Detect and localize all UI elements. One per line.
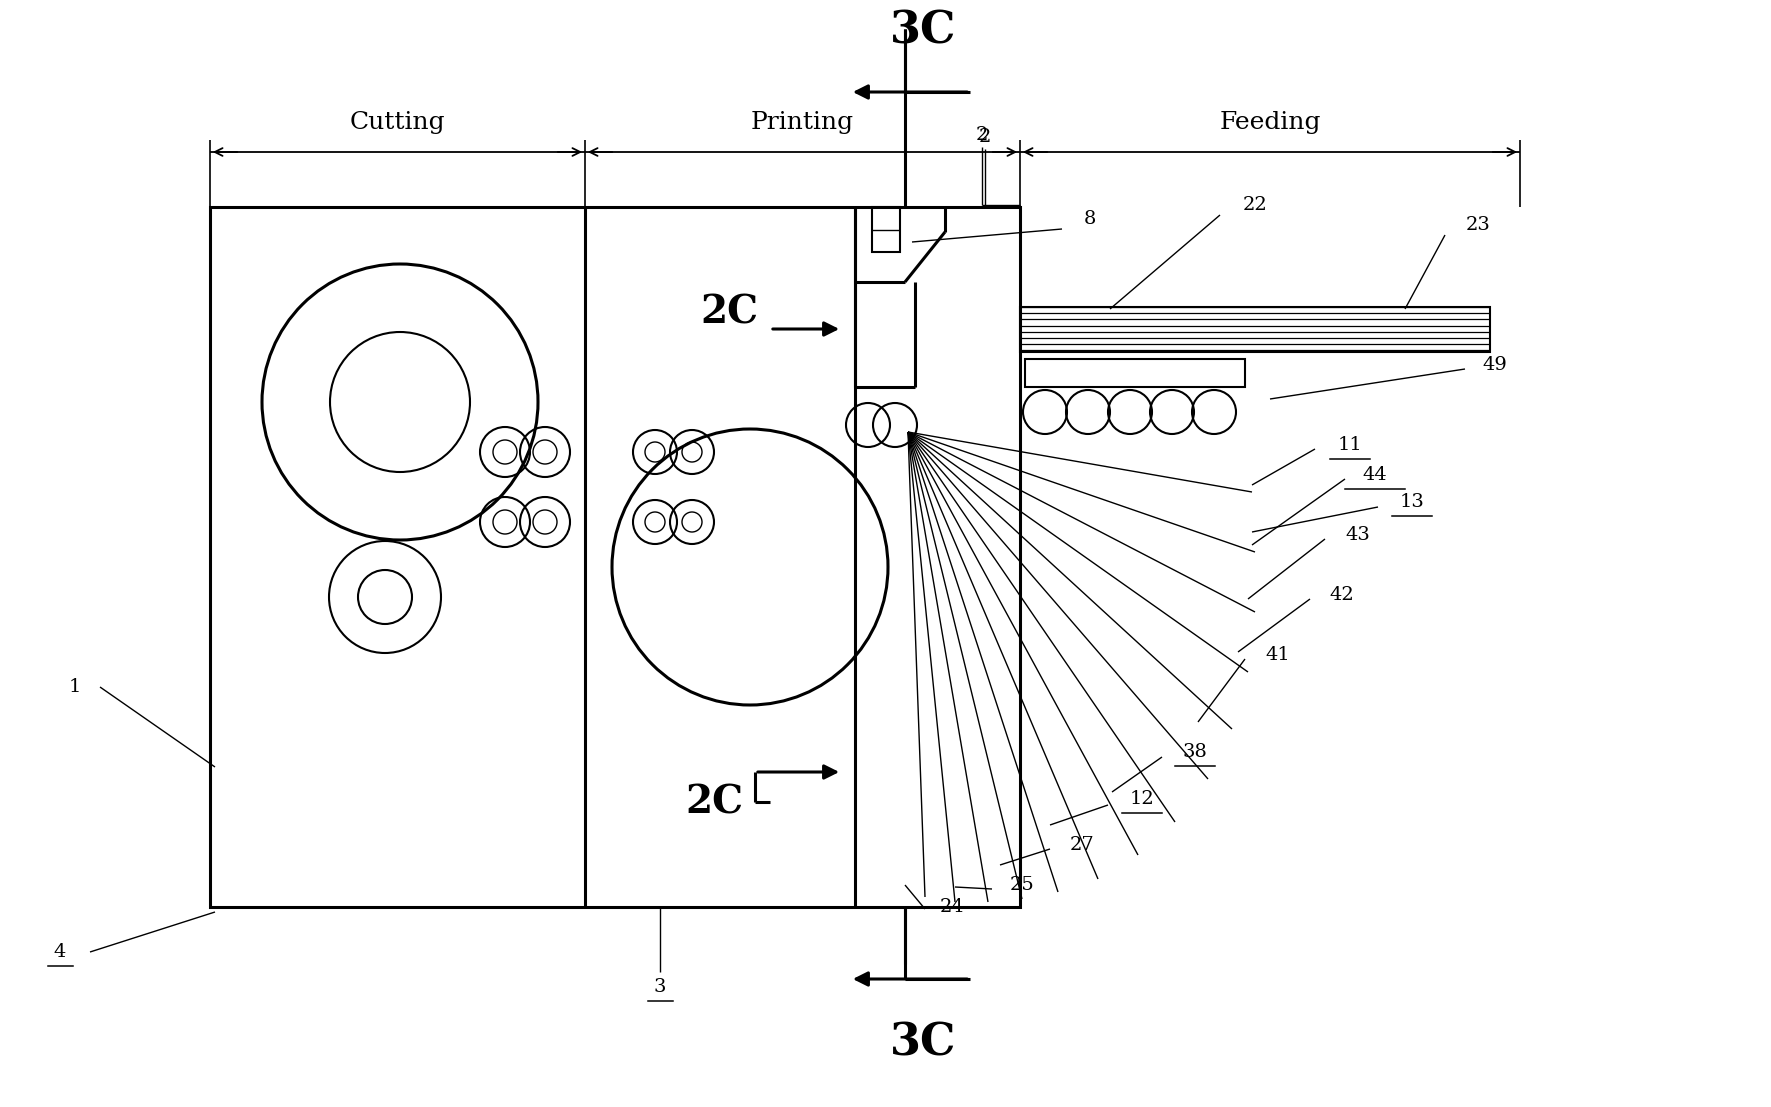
Text: 2: 2 [976,126,988,144]
Text: 3C: 3C [889,9,956,52]
Text: 24: 24 [940,898,965,915]
Text: 43: 43 [1346,526,1371,544]
Text: 12: 12 [1130,790,1155,808]
Bar [1020,307,1489,352]
Bar [871,207,900,252]
Bar [211,207,1020,907]
Text: Cutting: Cutting [349,111,445,134]
Text: 44: 44 [1362,466,1387,484]
Text: 2C: 2C [700,293,758,331]
Text: 2: 2 [979,128,992,146]
Text: 2C: 2C [685,783,744,821]
Text: 23: 23 [1466,216,1491,234]
Text: 1: 1 [69,677,81,696]
Text: 49: 49 [1482,356,1507,374]
Text: 11: 11 [1337,436,1362,454]
Text: 38: 38 [1183,743,1208,761]
Text: 22: 22 [1243,196,1268,214]
Text: 4: 4 [53,943,66,961]
Text: 8: 8 [1084,210,1096,228]
Text: 25: 25 [1009,876,1034,894]
Text: Printing: Printing [751,111,854,134]
Text: 13: 13 [1399,493,1424,511]
Text: Feeding: Feeding [1218,111,1321,134]
Text: 3: 3 [653,977,666,996]
Text: 41: 41 [1266,646,1291,664]
Text: 27: 27 [1070,836,1094,853]
Text: 3C: 3C [889,1022,956,1065]
Text: 42: 42 [1330,586,1355,604]
Bar [1025,359,1245,387]
